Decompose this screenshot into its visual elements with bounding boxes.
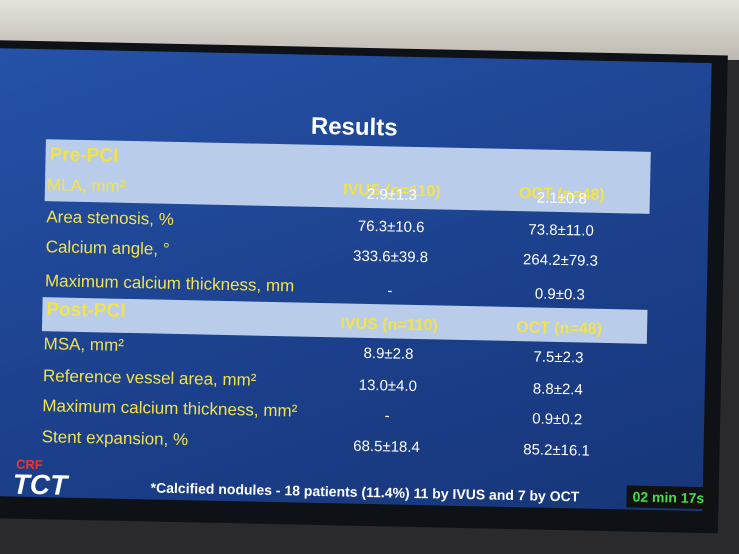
cell-value: - <box>387 282 393 300</box>
cell-value: 68.5±18.4 <box>353 437 421 457</box>
row-label: Stent expansion, % <box>41 427 189 450</box>
row-label: Reference vessel area, mm² <box>42 366 257 390</box>
cell-value: - <box>384 407 390 425</box>
screen: Results IVI characteristics (n=158) CRF … <box>0 40 728 534</box>
cell-value: 76.3±10.6 <box>357 217 425 237</box>
cell-value: 2.1±0.8 <box>536 189 587 208</box>
row-label: MSA, mm² <box>43 334 125 355</box>
row-label: Area stenosis, % <box>46 207 175 229</box>
footnote: *Calcified nodules - 18 patients (11.4%)… <box>150 479 580 505</box>
cell-value: 0.9±0.2 <box>532 410 583 429</box>
row-label: Calcium angle, ° <box>45 237 170 259</box>
column-header: OCT (n=48) <box>516 319 603 338</box>
section-header: Pre-PCI <box>49 144 119 167</box>
cell-value: 8.9±2.8 <box>363 344 414 363</box>
cell-value: 333.6±39.8 <box>352 247 429 267</box>
cell-value: 0.9±0.3 <box>534 285 585 304</box>
cell-value: 8.8±2.4 <box>532 380 583 399</box>
cell-value: 13.0±4.0 <box>358 376 418 396</box>
cell-value: 2.9±1.3 <box>366 185 417 204</box>
section-header: Post-PCI <box>46 299 126 322</box>
timer: 02 min 17s <box>626 485 711 510</box>
cell-value: 73.8±11.0 <box>528 221 595 240</box>
row-label: Maximum calcium thickness, mm² <box>42 396 298 421</box>
cell-value: 85.2±16.1 <box>523 441 591 460</box>
logo-event: TCT <box>12 468 68 501</box>
cell-value: 264.2±79.3 <box>522 251 599 270</box>
cell-value: 7.5±2.3 <box>533 348 584 367</box>
row-label: MLA, mm² <box>46 175 126 196</box>
row-label: Maximum calcium thickness, mm <box>44 271 295 296</box>
column-header: IVUS (n=110) <box>340 315 438 335</box>
slide: Results IVI characteristics (n=158) CRF … <box>0 48 712 512</box>
